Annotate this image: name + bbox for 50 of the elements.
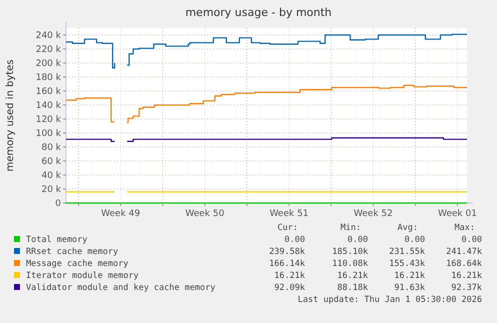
x-tick-label: Week 52 bbox=[354, 209, 393, 219]
y-tick-label: 100 k bbox=[36, 129, 62, 140]
y-tick-label: 140 k bbox=[36, 101, 62, 112]
y-tick-label: 60 k bbox=[41, 157, 62, 168]
y-tick-label: 180 k bbox=[36, 73, 62, 84]
text: 16.21k bbox=[394, 271, 425, 281]
text: 241.47k bbox=[446, 247, 482, 257]
legend-label: RRset cache memory bbox=[26, 247, 118, 257]
y-tick-label: 120 k bbox=[36, 115, 62, 126]
text: 231.55k bbox=[389, 247, 425, 257]
text: Min: bbox=[340, 223, 361, 233]
y-tick-label: 160 k bbox=[36, 87, 62, 98]
y-axis-title: memory used in bytes bbox=[5, 59, 16, 172]
y-tick-label: 20 k bbox=[41, 185, 62, 196]
text: Last update: Thu Jan 1 05:30:00 2026 bbox=[298, 295, 482, 305]
legend-label: Validator module and key cache memory bbox=[26, 283, 216, 293]
legend-label: Total memory bbox=[26, 235, 88, 245]
text: 185.10k bbox=[332, 247, 368, 257]
text: Max: bbox=[454, 223, 475, 233]
text: 16.21k bbox=[451, 271, 482, 281]
text: 16.21k bbox=[274, 271, 305, 281]
text: 0.00 bbox=[348, 235, 368, 245]
legend-label: Message cache memory bbox=[26, 259, 128, 269]
x-tick-label: Week 49 bbox=[101, 209, 140, 219]
text: 92.37k bbox=[451, 283, 482, 293]
y-tick-label: 220 k bbox=[36, 45, 62, 56]
y-tick-label: 0 bbox=[55, 199, 62, 210]
legend-label: Iterator module memory bbox=[26, 271, 139, 281]
chart-title: memory usage - by month bbox=[185, 6, 332, 19]
text: 88.18k bbox=[337, 283, 368, 293]
text: Cur: bbox=[278, 223, 298, 233]
text: 0.00 bbox=[284, 235, 305, 245]
text: 16.21k bbox=[337, 271, 368, 281]
text: 155.43k bbox=[389, 259, 425, 269]
text: 0.00 bbox=[462, 235, 482, 245]
text: 0.00 bbox=[404, 235, 425, 245]
x-tick-label: Week 51 bbox=[270, 209, 309, 219]
text: Avg: bbox=[398, 223, 418, 233]
y-tick-label: 200 k bbox=[36, 59, 62, 70]
text: 168.64k bbox=[446, 259, 482, 269]
text: 91.63k bbox=[394, 283, 425, 293]
text: 239.58k bbox=[269, 247, 305, 257]
x-tick-label: Week 01 bbox=[438, 209, 477, 219]
y-tick-label: 80 k bbox=[41, 143, 62, 154]
text: 166.14k bbox=[269, 259, 305, 269]
y-tick-label: 40 k bbox=[41, 171, 62, 182]
text: 92.09k bbox=[274, 283, 305, 293]
y-tick-label: 240 k bbox=[36, 31, 62, 42]
x-tick-label: Week 50 bbox=[185, 209, 225, 219]
text: 110.08k bbox=[332, 259, 368, 269]
